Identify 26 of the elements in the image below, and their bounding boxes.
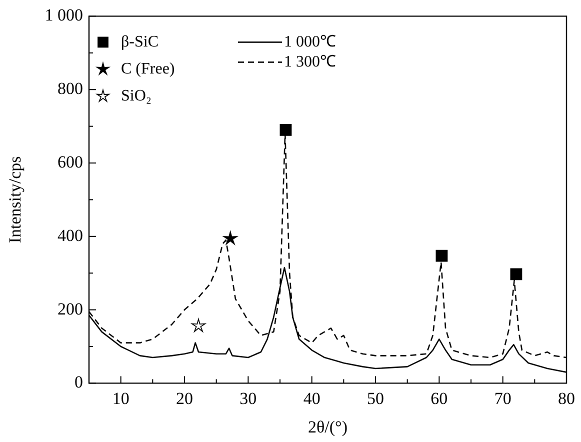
- legend-label: SiO₂: [121, 87, 152, 104]
- y-axis-title: Intensity/cps: [6, 156, 25, 244]
- y-tick-label: 200: [58, 299, 83, 318]
- point: [192, 318, 206, 332]
- legend-label: C (Free): [121, 60, 175, 78]
- x-tick-label: 40: [303, 388, 320, 408]
- x-tick-label: 70: [494, 388, 512, 408]
- x-tick-label: 10: [112, 388, 130, 408]
- x-tick-label: 20: [176, 388, 193, 408]
- x-tick-label: 80: [558, 388, 575, 408]
- legend-label: 1 000℃: [284, 33, 336, 50]
- legend-label: 1 300℃: [284, 53, 336, 70]
- x-axis-title: 2θ/(°): [308, 417, 348, 436]
- legend-label: β-SiC: [121, 33, 158, 50]
- y-tick-label: 600: [58, 152, 83, 172]
- point: [280, 124, 292, 136]
- x-tick-label: 60: [430, 388, 448, 408]
- point: [510, 268, 522, 280]
- y-tick-label: 1 000: [44, 6, 83, 25]
- y-tick-label: 400: [58, 226, 83, 245]
- y-tick-label: 800: [58, 79, 83, 98]
- point: [436, 250, 448, 262]
- x-tick-label: 30: [240, 388, 257, 408]
- point: [223, 231, 238, 245]
- x-tick-label: 50: [367, 388, 384, 408]
- y-tick-label: 0: [74, 372, 83, 392]
